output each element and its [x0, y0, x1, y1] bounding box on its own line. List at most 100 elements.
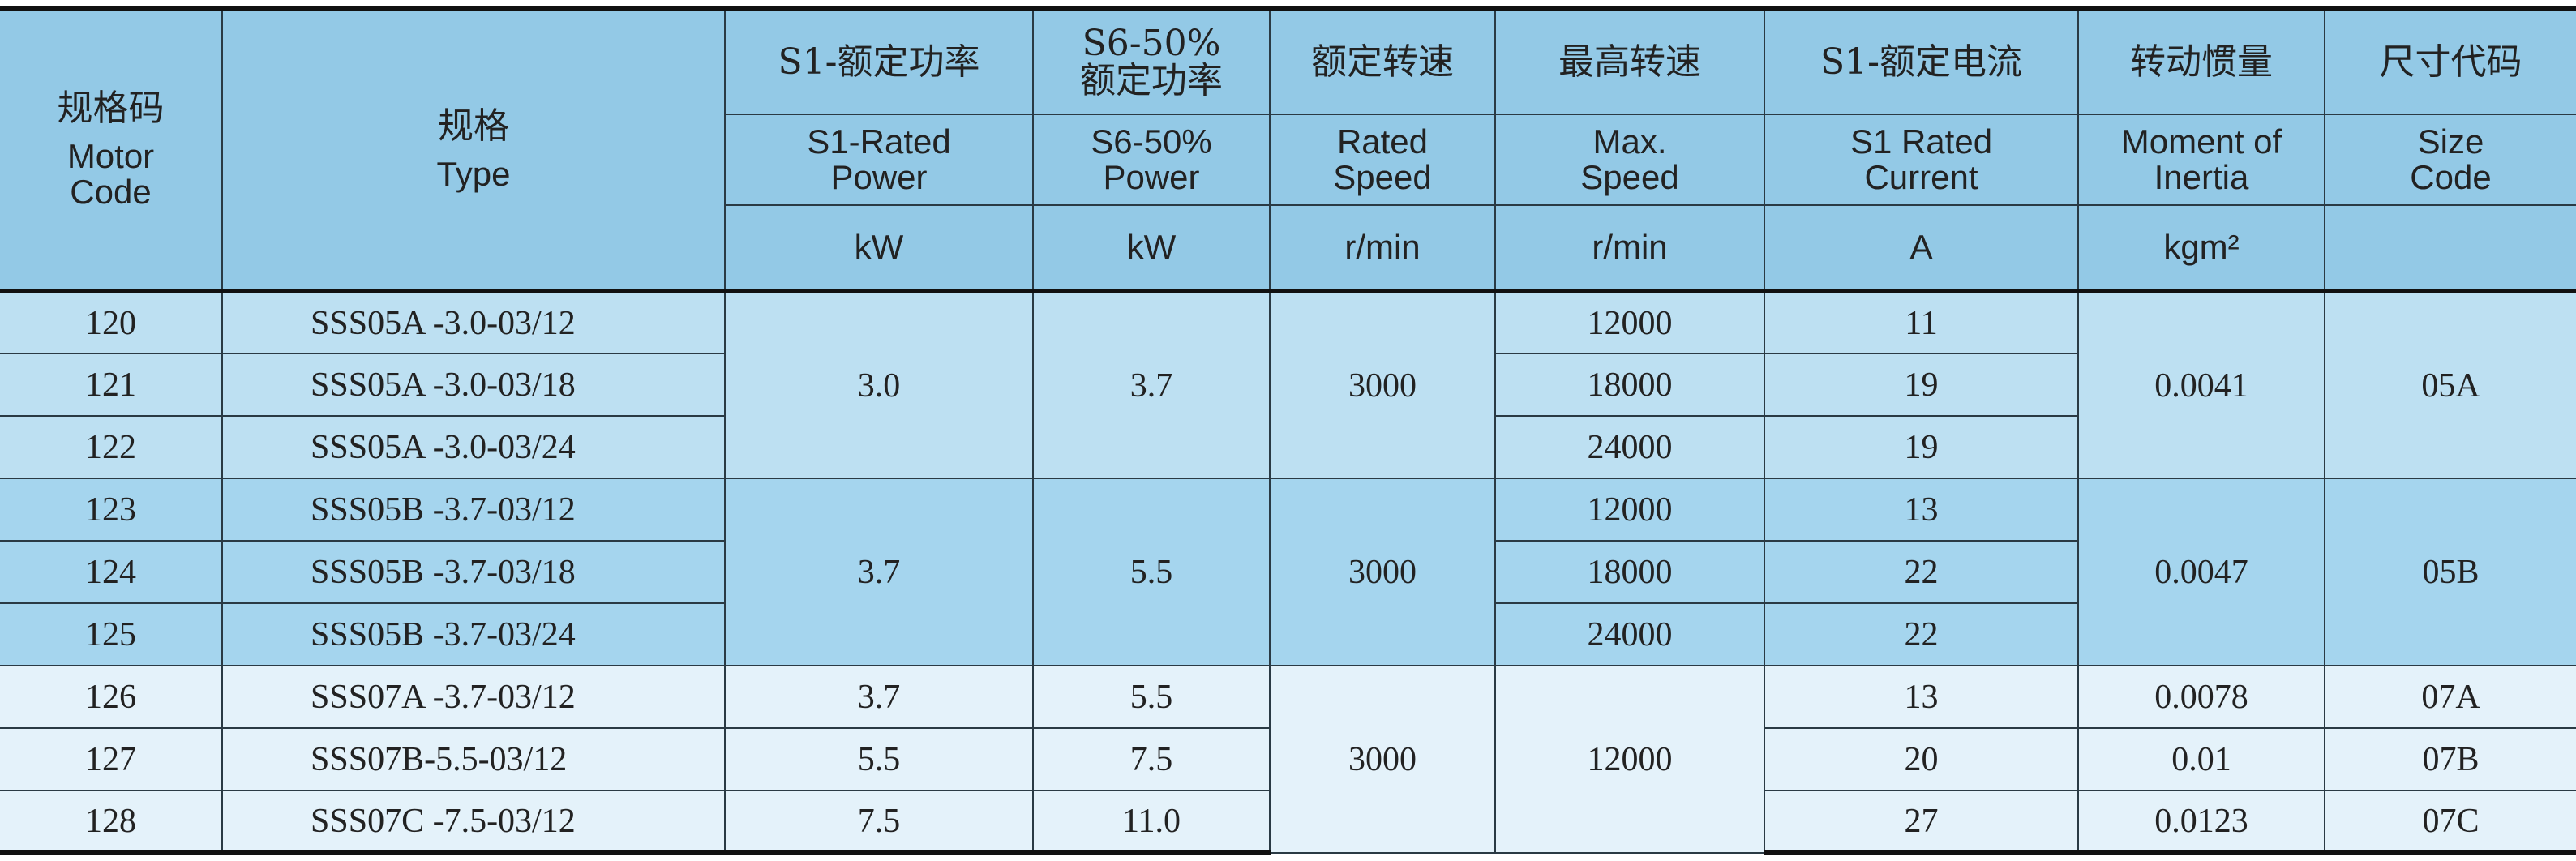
table-cell: SSS07A -3.7-03/12 [221, 665, 726, 729]
table-cell: 19 [1764, 415, 2078, 479]
header-zh: 最高转速 [1558, 41, 1701, 83]
header-cell: 转动惯量 [2077, 6, 2325, 115]
table-cell: 3.7 [1032, 290, 1271, 479]
header-zh: 额定功率 [1080, 60, 1223, 101]
header-en: Current [1864, 158, 1978, 196]
table-cell: 5.5 [724, 727, 1034, 791]
header-en: Max. [1592, 122, 1667, 161]
table-cell: 7.5 [724, 790, 1034, 855]
header-en: Code [2410, 158, 2492, 196]
table-cell: 122 [0, 415, 223, 479]
header-en: S6-50% [1091, 122, 1212, 161]
table-cell: 3000 [1269, 290, 1496, 479]
table-cell: 3.7 [724, 478, 1034, 666]
header-zh: 规格码 [57, 88, 165, 129]
header-zh: S1-额定电流 [1819, 41, 2022, 83]
table-cell: 126 [0, 665, 223, 729]
table-row: 126 SSS07A -3.7-03/12 3.7 5.5 3000 12000 13 0.0… [0, 665, 2576, 854]
header-cell: 规格 Type [221, 6, 726, 293]
table-cell: 12000 [1494, 478, 1765, 542]
header-unit: r/min [1344, 228, 1421, 266]
header-cell: Rated Speed [1269, 114, 1496, 206]
table-cell: 0.01 [2077, 727, 2325, 791]
table-cell: 5.5 [1032, 665, 1271, 729]
table-cell: 0.0078 [2077, 665, 2325, 729]
table-body: 120 SSS05A -3.0-03/12 3.0 3.7 3000 12000 11 0.0… [0, 290, 2576, 855]
table-cell: 27 [1764, 790, 2079, 855]
header-cell: 尺寸代码 [2324, 6, 2576, 115]
header-en: Motor [66, 137, 155, 175]
table-cell: 22 [1764, 540, 2078, 604]
table-cell: 07B [2324, 727, 2576, 791]
table-cell: 18000 [1494, 353, 1765, 417]
header-en: Rated [1336, 122, 1429, 161]
table-cell: SSS05B -3.7-03/24 [221, 602, 726, 666]
header-cell [2324, 204, 2576, 293]
header-en: Code [70, 173, 152, 211]
header-en: Power [1103, 158, 1200, 196]
header-cell: 额定转速 [1269, 6, 1496, 115]
table-cell: 24000 [1494, 415, 1765, 479]
table-cell: 123 [0, 478, 223, 542]
header-zh: 额定转速 [1311, 41, 1454, 83]
table-cell: 3000 [1269, 478, 1496, 666]
table-cell: SSS05A -3.0-03/24 [221, 415, 726, 479]
table-cell: SSS05B -3.7-03/18 [221, 540, 726, 604]
table-cell: 0.0123 [2077, 790, 2325, 855]
table-cell: 22 [1764, 602, 2078, 666]
header-row: S1-Rated Power S6-50% Power Rated Speed Max. Sp… [0, 114, 2576, 206]
table-cell: 13 [1764, 665, 2079, 729]
table-cell: 20 [1764, 727, 2079, 791]
table-cell: 11 [1764, 290, 2079, 354]
table-cell: 3.7 [724, 665, 1034, 729]
header-cell: S1-额定功率 [724, 6, 1034, 115]
table-cell: SSS07B-5.5-03/12 [221, 727, 726, 791]
header-en-group: Motor Code [0, 139, 221, 210]
header-zh: S6-50% [1082, 23, 1221, 64]
header-unit: kgm² [2163, 228, 2240, 266]
table-cell: 19 [1764, 353, 2078, 417]
table-cell: SSS05A -3.0-03/12 [221, 290, 726, 354]
table-cell: SSS05B -3.7-03/12 [221, 478, 726, 542]
header-cell: Moment of Inertia [2077, 114, 2325, 206]
header-en: Type [436, 155, 511, 193]
table-cell: 3.0 [724, 290, 1034, 479]
table-cell: 121 [0, 353, 223, 417]
table-cell: 125 [0, 602, 223, 666]
table-cell: 18000 [1494, 540, 1765, 604]
table-cell: 127 [0, 727, 223, 791]
header-zh: 规格 [438, 105, 509, 147]
header-en: Moment of [2120, 122, 2282, 161]
table-cell: 3000 [1269, 665, 1496, 854]
header-en: Speed [1580, 158, 1679, 196]
table-cell: 11.0 [1032, 790, 1271, 855]
header-cell: kgm² [2077, 204, 2325, 293]
table-cell: 128 [0, 790, 223, 855]
header-cell: Size Code [2324, 114, 2576, 206]
header-en-group: Type [223, 156, 724, 192]
table-cell: 124 [0, 540, 223, 604]
table-cell: 5.5 [1032, 478, 1271, 666]
header-en: S1-Rated [807, 122, 951, 161]
table-cell: SSS05A -3.0-03/18 [221, 353, 726, 417]
header-cell: r/min [1269, 204, 1496, 293]
header-en: Inertia [2154, 158, 2249, 196]
header-unit: kW [1126, 228, 1177, 266]
table-row: 123 SSS05B -3.7-03/12 3.7 5.5 3000 12000 13 0.0… [0, 478, 2576, 666]
table-cell: 120 [0, 290, 223, 354]
header-cell: S1-额定电流 [1764, 6, 2079, 115]
table-cell: 12000 [1494, 290, 1765, 354]
header-cell: S1 Rated Current [1764, 114, 2079, 206]
header-cell: S6-50% Power [1032, 114, 1271, 206]
table-cell: 05A [2324, 290, 2576, 479]
table-cell: 07A [2324, 665, 2576, 729]
table-cell: 0.0041 [2077, 290, 2325, 479]
header-cell: 规格码 Motor Code [0, 6, 223, 293]
header-unit: kW [854, 228, 904, 266]
header-cell: S1-Rated Power [725, 114, 1034, 206]
table-cell: 7.5 [1032, 727, 1271, 791]
table-cell: 07C [2324, 790, 2576, 855]
spec-table: 规格码 Motor Code 规格 Type S1-额定功率 S6-50% 额定功率 额定转速最… [0, 6, 2576, 855]
